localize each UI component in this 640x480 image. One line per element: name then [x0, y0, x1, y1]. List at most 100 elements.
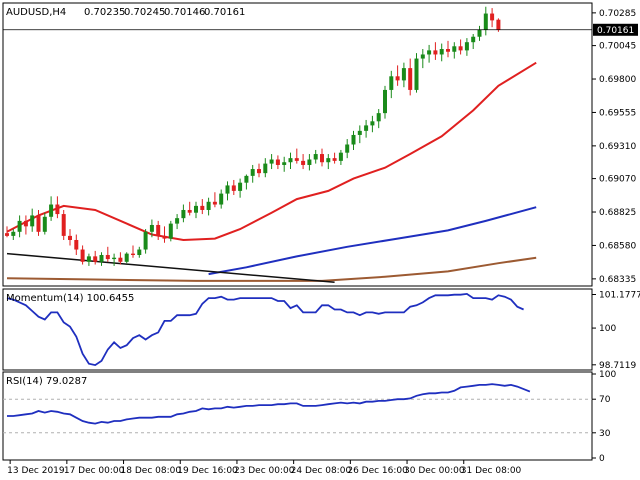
candle	[364, 119, 369, 138]
candle	[206, 197, 211, 216]
candle-body	[307, 159, 312, 165]
candle	[112, 253, 117, 266]
candle-body	[257, 169, 261, 174]
candle	[414, 53, 419, 93]
candle	[187, 201, 192, 216]
momentum-tick-label: 101.1777	[599, 290, 640, 300]
candle-body	[86, 256, 91, 262]
candle-body	[427, 50, 432, 55]
candle	[168, 220, 173, 242]
price-panel-frame	[2, 2, 593, 287]
candle	[427, 44, 432, 63]
candle	[162, 226, 167, 243]
candle-body	[389, 76, 394, 90]
ma-line-ma_brown	[6, 256, 537, 282]
candle-body	[376, 113, 381, 122]
candle-body	[244, 175, 249, 183]
candle-body	[118, 257, 123, 262]
candle	[351, 130, 356, 150]
candle-body	[477, 29, 482, 37]
time-tick-label: 13 Dec 2019	[7, 466, 65, 476]
candle-body	[301, 160, 306, 165]
candle	[458, 39, 463, 55]
candle-body	[93, 256, 98, 262]
candle	[395, 65, 400, 86]
candle	[345, 139, 350, 159]
candle	[93, 250, 98, 265]
candle	[288, 152, 293, 170]
candle	[99, 252, 104, 266]
candle-body	[357, 130, 362, 135]
candle	[124, 252, 129, 264]
momentum-path	[6, 292, 524, 367]
candle-body	[446, 49, 450, 52]
candle	[338, 149, 343, 165]
candle	[420, 49, 425, 69]
candle	[257, 163, 261, 178]
candle	[490, 8, 495, 28]
candle-body	[11, 231, 16, 236]
candle	[263, 158, 268, 178]
candle-body	[231, 185, 236, 191]
price-panel: AUDUSD,H4 0.70235 0.70245 0.70146 0.7016…	[2, 2, 593, 287]
candle-body	[212, 201, 217, 205]
candle	[55, 196, 60, 219]
candle	[231, 179, 236, 195]
rsi-panel: RSI(14) 79.0287	[2, 371, 593, 461]
candle	[118, 252, 123, 265]
candle-body	[36, 215, 41, 232]
rsi-path	[7, 383, 531, 425]
candle-body	[225, 185, 230, 194]
candle-body	[345, 144, 350, 153]
candle	[383, 85, 387, 119]
candle-body	[395, 76, 400, 81]
candle	[5, 226, 9, 238]
candle	[80, 245, 85, 265]
momentum-tick-label: 100	[599, 324, 616, 334]
candle-body	[131, 253, 135, 255]
candle	[200, 199, 205, 215]
candle-body	[168, 223, 173, 239]
moving-average-lines	[6, 61, 537, 284]
candle-body	[452, 46, 457, 52]
ma-line-ma_red	[6, 61, 537, 242]
candle-body	[458, 46, 463, 51]
candle-body	[326, 158, 331, 163]
rsi-tick-label: 0	[599, 454, 605, 464]
price-tick-label: 0.68335	[599, 275, 636, 285]
time-tick-label: 23 Dec 00:00	[234, 466, 295, 476]
candle-body	[143, 231, 148, 250]
candle	[11, 229, 16, 240]
price-tick-label: 0.70285	[599, 9, 636, 19]
candle	[370, 115, 375, 133]
candle	[36, 209, 41, 236]
ma-line-trendline	[6, 252, 335, 284]
price-tick-label: 0.68580	[599, 241, 636, 251]
rsi-tick-label: 70	[599, 395, 611, 405]
candle	[477, 25, 482, 41]
candle	[225, 181, 230, 201]
candle-body	[294, 158, 299, 161]
candle-body	[370, 121, 375, 126]
momentum-axis: 101.1777 100 98.7119	[592, 290, 640, 371]
rsi-title: RSI(14) 79.0287	[6, 376, 87, 387]
candle-body	[137, 249, 142, 255]
candle	[194, 201, 198, 219]
candle	[483, 6, 488, 36]
candle	[74, 234, 79, 255]
momentum-line	[6, 292, 524, 367]
time-tick-label: 31 Dec 08:00	[461, 466, 522, 476]
momentum-panel: Momentum(14) 100.6455	[2, 288, 593, 371]
candle-body	[187, 209, 192, 213]
candle	[269, 154, 274, 170]
candle-body	[439, 49, 444, 55]
rsi-tick-label: 100	[599, 370, 616, 380]
candle	[357, 125, 362, 144]
rsi-tick-label: 30	[599, 429, 611, 439]
price-tick-label: 0.69800	[599, 75, 636, 85]
ohlc-open: 0.70235	[84, 7, 125, 18]
candle-body	[490, 13, 495, 21]
candle-body	[313, 154, 318, 160]
